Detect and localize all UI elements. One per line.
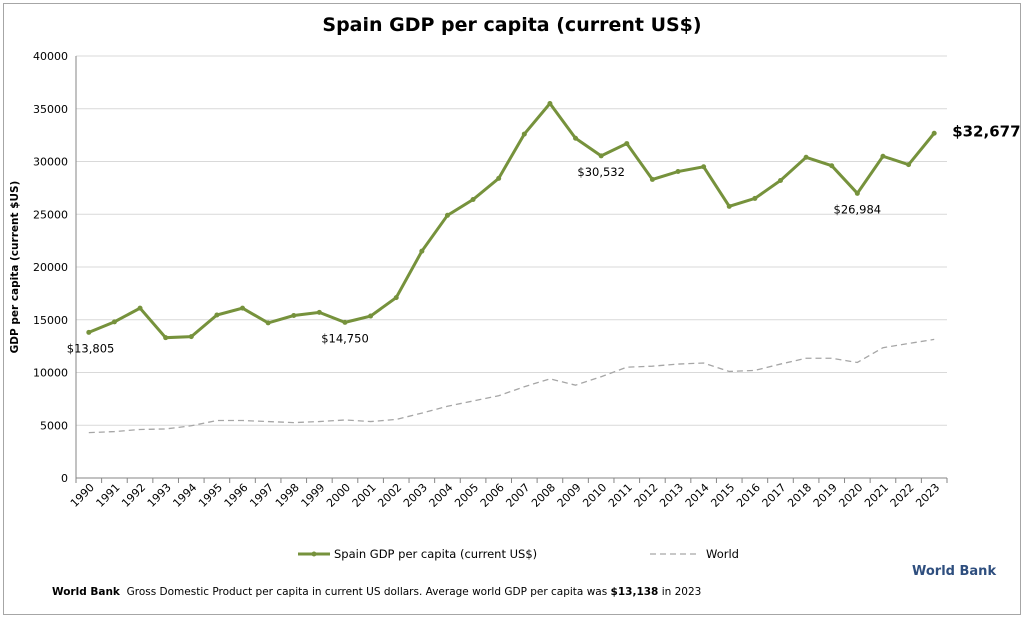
data-point <box>111 319 117 325</box>
brand-logo-text: World Bank <box>912 564 997 579</box>
data-point <box>291 313 297 319</box>
y-tick-label: 30000 <box>33 156 68 169</box>
x-tick-label: 1995 <box>196 481 225 510</box>
x-tick-label: 2001 <box>350 481 379 510</box>
x-tick-label: 2008 <box>529 481 558 510</box>
x-tick-label: 1998 <box>273 481 302 510</box>
footer-source: World Bank <box>52 586 120 598</box>
x-tick-label: 2012 <box>632 481 661 510</box>
y-tick-label: 10000 <box>33 367 68 380</box>
x-tick-label: 2010 <box>580 481 609 510</box>
legend-label-spain: Spain GDP per capita (current US$) <box>334 547 537 561</box>
data-point <box>803 154 809 160</box>
x-tick-label: 2013 <box>657 481 686 510</box>
y-tick-label: 15000 <box>33 314 68 327</box>
x-tick-label: 2002 <box>375 481 404 510</box>
legend-marker-spain <box>311 551 317 557</box>
data-point <box>880 153 886 159</box>
x-tick-label: 2018 <box>785 481 814 510</box>
footer-text: Gross Domestic Product per capita in cur… <box>126 586 611 598</box>
data-point <box>931 130 937 136</box>
data-point <box>188 334 194 340</box>
data-point <box>649 176 655 182</box>
x-tick-label: 2005 <box>452 481 481 510</box>
y-tick-label: 40000 <box>33 50 68 63</box>
legend-label-world: World <box>706 547 739 561</box>
data-label: $26,984 <box>834 202 882 216</box>
x-tick-label: 2007 <box>503 481 532 510</box>
data-point <box>854 190 860 196</box>
x-tick-label: 1991 <box>94 481 123 510</box>
data-point <box>726 203 732 209</box>
series-line-world <box>88 338 935 434</box>
x-tick-label: 1997 <box>247 481 276 510</box>
x-tick-label: 2014 <box>683 481 712 510</box>
data-point <box>137 305 143 311</box>
x-tick-label: 2022 <box>888 481 917 510</box>
data-point <box>265 320 271 326</box>
x-tick-label: 2009 <box>555 481 584 510</box>
data-label: $32,677 <box>952 122 1020 140</box>
x-tick-label: 2020 <box>836 481 865 510</box>
series-line-spain <box>88 101 936 340</box>
data-point <box>163 335 169 341</box>
x-tick-label: 1993 <box>145 481 174 510</box>
data-label: $30,532 <box>577 165 625 179</box>
x-tick-label: 2000 <box>324 481 353 510</box>
x-tick-label: 2015 <box>708 481 737 510</box>
x-tick-label: 1992 <box>119 481 148 510</box>
x-tick-label: 2006 <box>478 481 507 510</box>
x-tick-label: 1994 <box>170 481 199 510</box>
data-label: $13,805 <box>67 341 115 355</box>
footer-highlight: $13,138 <box>610 586 659 598</box>
data-point <box>521 131 527 137</box>
data-point <box>598 153 604 159</box>
chart-frame <box>3 3 1021 615</box>
y-tick-label: 0 <box>61 472 68 485</box>
data-point <box>470 196 476 202</box>
data-point <box>214 312 220 318</box>
data-point <box>368 313 374 319</box>
x-tick-label: 2011 <box>606 481 635 510</box>
x-tick-label: 1990 <box>68 481 97 510</box>
y-tick-label: 25000 <box>33 208 68 221</box>
data-point <box>393 295 399 301</box>
y-tick-label: 5000 <box>40 419 68 432</box>
x-tick-label: 2019 <box>811 481 840 510</box>
data-point <box>419 248 425 254</box>
data-point <box>316 309 322 315</box>
footer-note: World Bank Gross Domestic Product per ca… <box>52 586 701 598</box>
data-point <box>444 212 450 218</box>
y-tick-label: 35000 <box>33 103 68 116</box>
data-point <box>829 163 835 169</box>
data-point <box>496 175 502 181</box>
data-point <box>86 329 92 335</box>
y-axis-title: GDP per capita (current $US) <box>9 181 21 354</box>
x-tick-label: 2003 <box>401 481 430 510</box>
x-tick-label: 2004 <box>427 481 456 510</box>
data-point <box>342 319 348 325</box>
x-tick-label: 2021 <box>862 481 891 510</box>
data-point <box>573 135 579 141</box>
data-point <box>701 164 707 170</box>
x-tick-label: 2016 <box>734 481 763 510</box>
data-point <box>752 195 758 201</box>
chart-title: Spain GDP per capita (current US$) <box>322 14 702 36</box>
data-label: $14,750 <box>321 331 369 345</box>
x-tick-label: 2017 <box>760 481 789 510</box>
data-point <box>906 162 912 168</box>
data-point <box>240 305 246 311</box>
y-tick-label: 20000 <box>33 261 68 274</box>
footer-suffix: in 2023 <box>658 586 702 598</box>
data-point <box>547 100 553 106</box>
x-tick-label: 2023 <box>913 481 942 510</box>
data-point <box>624 141 630 147</box>
x-tick-label: 1996 <box>222 481 251 510</box>
data-point <box>777 177 783 183</box>
x-tick-label: 1999 <box>298 481 327 510</box>
data-point <box>675 169 681 175</box>
